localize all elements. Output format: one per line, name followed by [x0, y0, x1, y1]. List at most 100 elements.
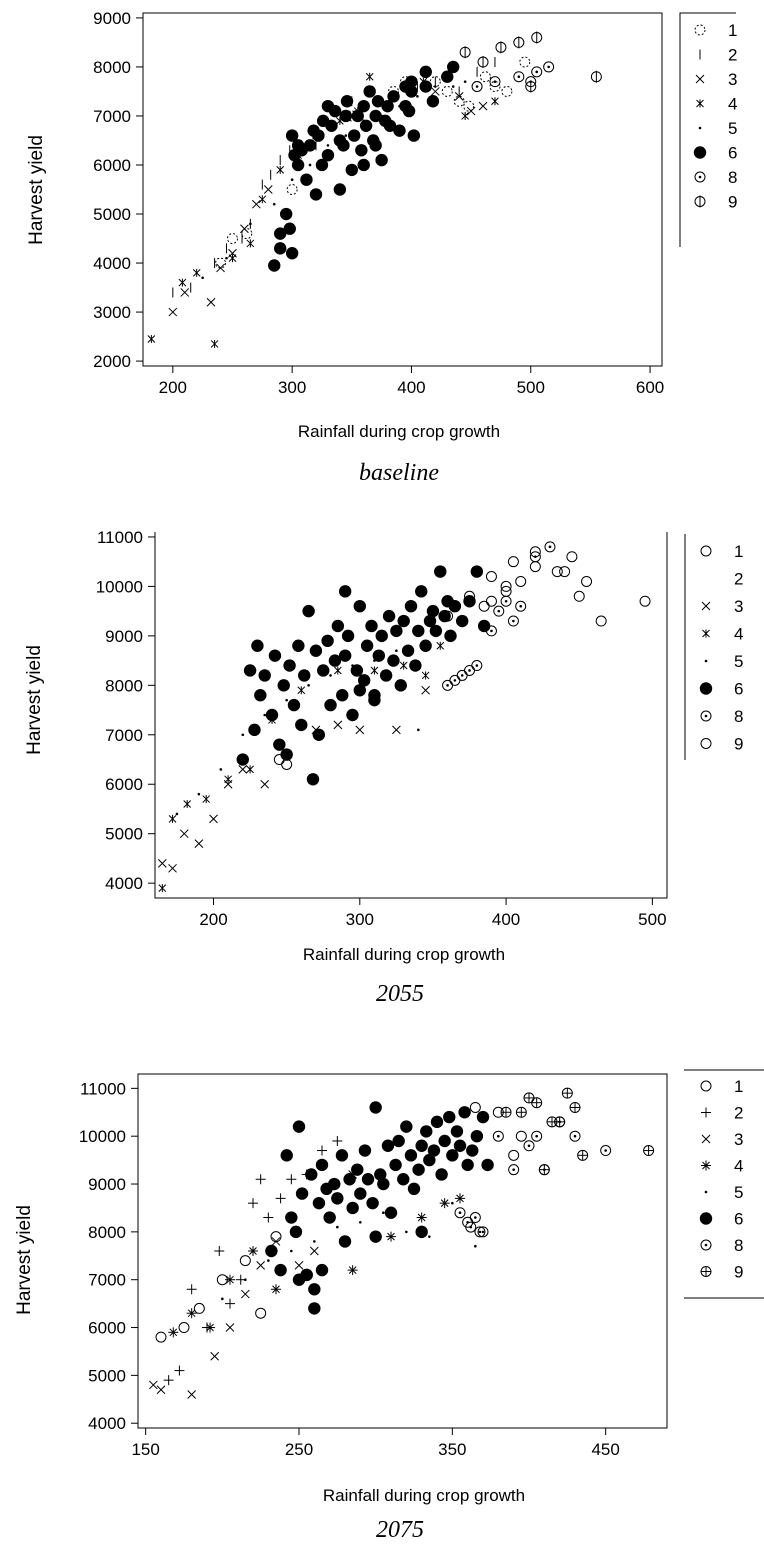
data-point [478, 600, 490, 612]
data-point [529, 561, 541, 573]
data-point [600, 1145, 612, 1157]
data-point [248, 1198, 258, 1209]
data-point [368, 689, 381, 702]
data-point [444, 629, 457, 643]
x-tick-label: 150 [131, 1440, 159, 1459]
data-point [515, 1106, 527, 1118]
y-tick-label: 8000 [88, 1223, 126, 1242]
data-point [345, 163, 358, 177]
data-point [270, 1231, 282, 1243]
data-point [386, 1231, 396, 1242]
data-point [180, 288, 190, 297]
data-point [501, 85, 513, 97]
data-point [434, 85, 437, 88]
data-point [313, 1240, 316, 1243]
data-point [466, 1144, 479, 1157]
data-point [428, 1235, 431, 1238]
legend-marker [696, 99, 704, 108]
data-point [280, 1149, 293, 1162]
data-point [325, 119, 338, 132]
y-tick-label: 11000 [97, 528, 143, 547]
data-point [573, 590, 585, 602]
legend-item-1: 1 [694, 21, 737, 40]
y-tick-label: 6000 [105, 775, 143, 794]
y-tick-label: 4000 [88, 1414, 126, 1433]
legend-marker [700, 545, 712, 557]
y-axis-label: Harvest yield [24, 645, 45, 755]
data-point [338, 1235, 352, 1248]
data-point [214, 1246, 225, 1256]
x-tick-label: 600 [636, 378, 664, 397]
data-point [205, 1322, 216, 1333]
data-point [479, 71, 491, 83]
data-point [178, 1322, 190, 1334]
data-point [375, 153, 388, 167]
data-point [339, 109, 353, 123]
data-point [443, 1110, 456, 1124]
data-point [493, 605, 505, 617]
data-point [461, 111, 469, 120]
legend-label: 6 [734, 1210, 743, 1229]
data-point [561, 1087, 573, 1099]
plot-area-1: 2000 3000 4000 5000 6000 7000 8000 9000 200 300 40… [93, 9, 664, 397]
data-point [201, 276, 204, 280]
data-point [538, 1164, 550, 1176]
x-tick-label: 500 [638, 910, 666, 929]
legend-item-8: 8 [694, 168, 737, 187]
data-point [186, 1308, 197, 1319]
data-point [369, 1101, 382, 1114]
data-point [202, 795, 211, 804]
data-point [292, 1120, 306, 1133]
data-point [321, 99, 335, 113]
data-point [426, 95, 440, 108]
data-point [387, 654, 400, 667]
data-point [268, 649, 282, 662]
data-point [415, 1139, 428, 1152]
data-point [544, 541, 556, 553]
legend-marker [700, 1266, 712, 1277]
data-point [297, 686, 306, 695]
series-4 [147, 72, 499, 348]
legend-label: 6 [728, 144, 737, 163]
series-6 [265, 1101, 494, 1315]
data-point [377, 1177, 390, 1191]
data-point [419, 639, 432, 652]
data-point [219, 768, 223, 771]
legend-item-1: 1 [700, 1077, 743, 1096]
data-point [463, 595, 476, 608]
data-point [274, 242, 287, 255]
data-point [147, 335, 156, 344]
data-point [281, 758, 293, 770]
data-point [507, 615, 519, 627]
data-point [451, 85, 455, 88]
data-point [515, 600, 527, 612]
legend-item-8: 8 [700, 1236, 743, 1255]
data-point [421, 685, 430, 695]
data-point [192, 268, 201, 277]
y-tick-label: 7000 [105, 726, 143, 745]
data-point [263, 185, 273, 194]
data-point [251, 639, 264, 652]
data-point [263, 1212, 274, 1223]
legend-item-6: 6 [699, 680, 743, 699]
data-point [186, 1284, 197, 1295]
data-point [179, 829, 189, 839]
y-axis-label: Harvest yield [26, 135, 47, 245]
data-point [275, 1193, 286, 1204]
data-point [168, 307, 178, 317]
data-point [383, 119, 397, 132]
data-point [286, 184, 298, 195]
data-point [388, 85, 400, 97]
data-point [216, 263, 225, 273]
data-point [241, 228, 253, 240]
data-point [513, 36, 525, 49]
data-point [454, 1207, 466, 1219]
data-point [225, 1274, 235, 1285]
legend-marker [701, 1160, 711, 1171]
data-point [328, 1177, 341, 1191]
data-point [336, 689, 349, 702]
data-point [401, 644, 415, 657]
data-point [331, 619, 345, 633]
legend-item-4: 4 [702, 625, 743, 644]
legend-label: 9 [728, 193, 737, 212]
